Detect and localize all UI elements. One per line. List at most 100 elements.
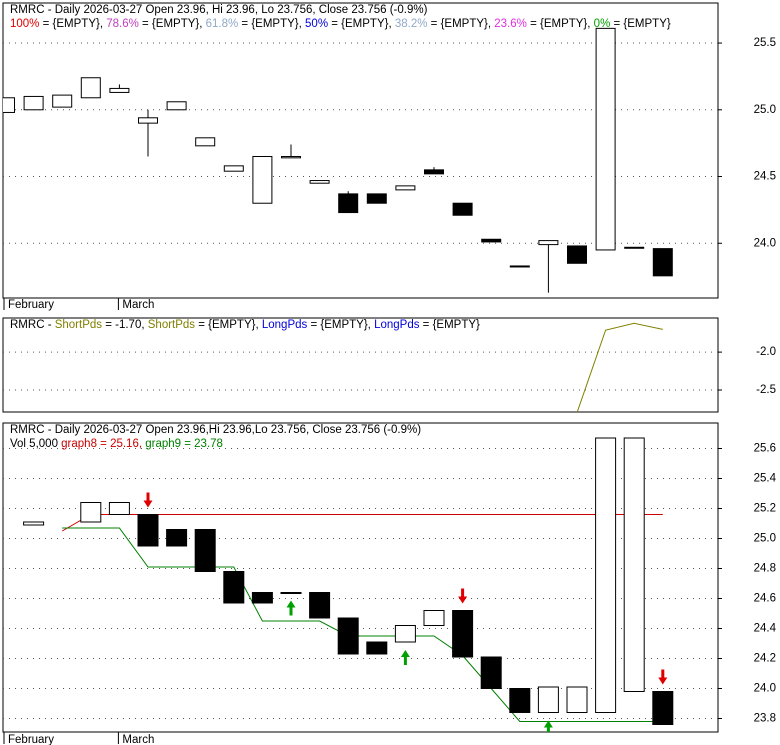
- x-tick-label: March: [122, 734, 154, 745]
- panel-frame: [2, 317, 719, 413]
- series-line: [61, 514, 663, 532]
- candle-body: [623, 437, 645, 692]
- legend-text: 50%: [305, 18, 328, 30]
- legend-text: graph9 = 23.78: [145, 438, 223, 450]
- candle-body: [538, 240, 559, 246]
- legend-text: = {EMPTY},: [307, 319, 374, 331]
- legend-text: 78.6%: [106, 18, 139, 30]
- candle-body: [481, 238, 502, 243]
- candle-body: [137, 514, 159, 547]
- candle-body: [194, 529, 216, 572]
- candle-body: [394, 625, 416, 643]
- candle-body: [166, 101, 187, 111]
- y-tick-label: 24.6: [754, 593, 776, 605]
- candle-body: [80, 502, 102, 523]
- candle-body: [567, 245, 587, 264]
- candle-body: [509, 265, 530, 268]
- candle-body: [624, 246, 645, 249]
- legend-text: RMRC -: [10, 319, 55, 331]
- y-tick-label: -2.0: [756, 346, 776, 358]
- legend-text: = {EMPTY}: [419, 319, 480, 331]
- candle-body: [195, 137, 216, 147]
- y-tick-label: 25.6: [754, 443, 776, 455]
- candle-body: [309, 592, 331, 619]
- plot-area: [3, 322, 718, 412]
- candle-body: [309, 180, 330, 184]
- x-tick-label: March: [122, 299, 154, 311]
- candle-body: [23, 521, 45, 526]
- candle-body: [595, 437, 617, 713]
- panel: 23.8 24.0 24.2 24.4 24.6 24.8 25.0 25.2 25.4 25.6…: [2, 422, 777, 745]
- candle-body: [251, 592, 273, 604]
- buy-arrow: [400, 650, 410, 665]
- candle-body: [452, 202, 473, 216]
- legend-text: LongPds: [262, 319, 308, 331]
- sell-arrow: [458, 588, 468, 604]
- candle-body: [395, 185, 416, 191]
- legend-text: 61.8%: [206, 18, 239, 30]
- legend-text: ShortPds: [55, 319, 103, 331]
- y-tick-label: 23.8: [754, 713, 776, 725]
- y-tick-label: -2.5: [756, 384, 776, 396]
- candle-body: [652, 248, 673, 277]
- sell-arrow: [143, 492, 153, 508]
- legend-text: 23.6%: [494, 18, 527, 30]
- y-tick-label: 25.0: [754, 104, 776, 116]
- legend-text: = -1.70,: [102, 319, 148, 331]
- legend-text: 38.2%: [395, 18, 428, 30]
- plot-area: [3, 437, 718, 732]
- legend-text: ShortPds: [148, 319, 196, 331]
- y-tick-label: 24.0: [754, 237, 776, 249]
- legend-text: = {EMPTY},: [328, 18, 395, 30]
- candle-body: [166, 529, 188, 547]
- candle-body: [366, 641, 388, 655]
- plot-area: [3, 27, 718, 293]
- y-tick-label: 25.2: [754, 503, 776, 515]
- buy-arrow: [286, 600, 296, 616]
- legend-text: 100%: [10, 18, 39, 30]
- legend-text: graph8 = 25.16,: [61, 438, 145, 450]
- y-tick-label: 25.4: [754, 473, 777, 485]
- sell-arrow: [658, 669, 668, 685]
- legend-text: RMRC - Daily 2026-03-27 Open 23.96, Hi 2…: [10, 4, 428, 16]
- legend-text: = {EMPTY},: [195, 319, 262, 331]
- legend-line: 100% = {EMPTY}, 78.6% = {EMPTY}, 61.8% =…: [10, 18, 671, 30]
- candle-body: [480, 656, 502, 689]
- series-line: [576, 322, 663, 412]
- buy-arrow: [543, 720, 553, 732]
- candle-body: [80, 77, 101, 99]
- candle-body: [108, 502, 130, 515]
- legend-text: LongPds: [374, 319, 420, 331]
- legend-line: RMRC - ShortPds = -1.70, ShortPds = {EMP…: [10, 319, 480, 331]
- panel: -2.5 -2.0 RMRC - ShortPds = -1.70, ShortPd…: [2, 317, 776, 413]
- legend-line: RMRC - Daily 2026-03-27 Open 23.96,Hi 23…: [10, 424, 421, 436]
- legend-text: = {EMPTY},: [427, 18, 494, 30]
- candle-body: [3, 97, 15, 113]
- x-tick-label: February: [8, 299, 54, 311]
- candle-body: [424, 169, 444, 175]
- candle-body: [52, 94, 73, 108]
- candle-body: [138, 117, 158, 124]
- y-tick-label: 24.4: [754, 623, 777, 635]
- candle-body: [23, 95, 44, 111]
- y-tick-label: 25.5: [754, 37, 776, 49]
- legend-text: = {EMPTY},: [527, 18, 594, 30]
- candle-body: [337, 617, 359, 655]
- series-line: [62, 527, 663, 722]
- candle-body: [595, 27, 616, 251]
- y-tick-label: 24.0: [754, 683, 776, 695]
- candle-body: [223, 165, 244, 172]
- candle-body: [452, 610, 474, 658]
- candle-body: [223, 571, 245, 604]
- legend-text: = {EMPTY}: [610, 18, 671, 30]
- y-tick-label: 24.2: [754, 653, 776, 665]
- panel: 24.0 24.5 25.0 25.5 RMRC - Daily 2026-03-27 …: [2, 2, 776, 311]
- candle-body: [366, 193, 387, 204]
- y-tick-label: 24.5: [754, 171, 776, 183]
- x-tick-label: February: [8, 734, 54, 745]
- candle-body: [423, 610, 445, 626]
- legend-text: RMRC - Daily 2026-03-27 Open 23.96,Hi 23…: [10, 424, 421, 436]
- candle-body: [109, 87, 130, 93]
- legend-text: = {EMPTY},: [139, 18, 206, 30]
